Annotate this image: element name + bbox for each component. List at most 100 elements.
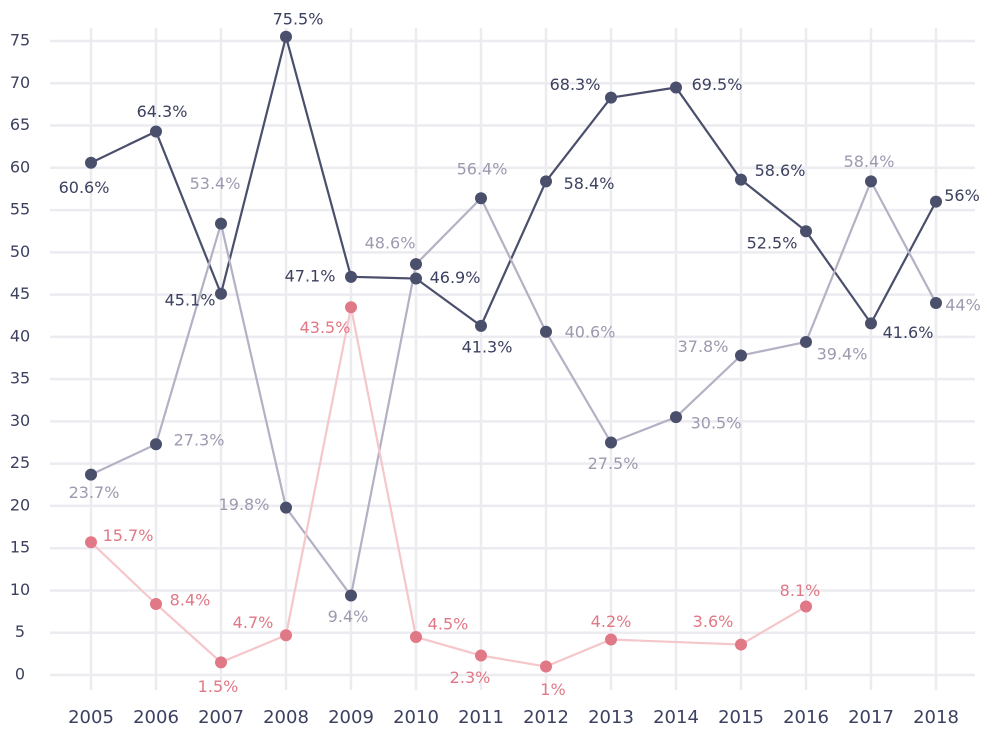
data-label: 48.6% bbox=[365, 234, 416, 253]
y-tick-label: 5 bbox=[15, 622, 25, 641]
data-label: 58.4% bbox=[564, 174, 615, 193]
marker bbox=[280, 30, 292, 43]
x-tick-label: 2006 bbox=[133, 707, 179, 728]
marker bbox=[345, 301, 357, 314]
marker bbox=[280, 501, 292, 514]
x-tick-label: 2018 bbox=[913, 707, 959, 728]
marker bbox=[150, 125, 162, 138]
data-label: 39.4% bbox=[817, 344, 868, 363]
x-tick-label: 2010 bbox=[393, 707, 439, 728]
marker bbox=[930, 195, 942, 208]
y-tick-label: 30 bbox=[10, 411, 30, 430]
data-label: 45.1% bbox=[165, 290, 216, 309]
marker bbox=[410, 630, 422, 643]
data-label: 75.5% bbox=[273, 9, 324, 28]
data-label: 37.8% bbox=[678, 337, 729, 356]
x-tick-label: 2011 bbox=[458, 707, 504, 728]
marker bbox=[800, 600, 812, 613]
x-tick-label: 2005 bbox=[68, 707, 114, 728]
marker bbox=[150, 597, 162, 610]
data-label: 1.5% bbox=[198, 677, 239, 696]
data-label: 4.7% bbox=[233, 613, 274, 632]
data-label: 30.5% bbox=[691, 414, 742, 433]
x-tick-label: 2014 bbox=[653, 707, 699, 728]
y-tick-label: 65 bbox=[10, 115, 30, 134]
marker bbox=[540, 660, 552, 673]
data-label: 52.5% bbox=[747, 234, 798, 253]
data-label: 4.2% bbox=[591, 612, 632, 631]
marker bbox=[540, 175, 552, 188]
data-label: 47.1% bbox=[285, 266, 336, 285]
marker bbox=[345, 589, 357, 602]
data-label: 2.3% bbox=[450, 668, 491, 687]
marker bbox=[865, 317, 877, 330]
marker bbox=[85, 156, 97, 169]
y-tick-label: 15 bbox=[10, 538, 30, 557]
data-label: 15.7% bbox=[103, 526, 154, 545]
data-label: 3.6% bbox=[693, 612, 734, 631]
x-tick-label: 2009 bbox=[328, 707, 374, 728]
marker bbox=[865, 175, 877, 188]
marker bbox=[215, 217, 227, 230]
data-label: 1% bbox=[540, 680, 565, 699]
marker bbox=[605, 91, 617, 104]
data-label: 68.3% bbox=[550, 75, 601, 94]
y-tick-label: 20 bbox=[10, 495, 30, 514]
marker bbox=[215, 287, 227, 300]
marker bbox=[150, 438, 162, 451]
marker bbox=[605, 436, 617, 449]
y-tick-label: 25 bbox=[10, 453, 30, 472]
marker bbox=[540, 325, 552, 338]
marker bbox=[605, 633, 617, 646]
marker bbox=[410, 272, 422, 285]
marker bbox=[475, 649, 487, 662]
x-tick-label: 2007 bbox=[198, 707, 244, 728]
x-tick-label: 2008 bbox=[263, 707, 309, 728]
data-label: 44% bbox=[945, 296, 981, 315]
y-tick-label: 35 bbox=[10, 369, 30, 388]
marker bbox=[85, 468, 97, 481]
marker bbox=[735, 173, 747, 186]
marker bbox=[670, 81, 682, 94]
data-label: 60.6% bbox=[59, 178, 110, 197]
data-label: 4.5% bbox=[428, 614, 469, 633]
data-label: 56.4% bbox=[457, 160, 508, 179]
data-label: 41.3% bbox=[462, 337, 513, 356]
data-label: 23.7% bbox=[69, 483, 120, 502]
marker bbox=[735, 638, 747, 651]
marker bbox=[930, 297, 942, 310]
series-line bbox=[90, 178, 937, 599]
marker bbox=[280, 629, 292, 642]
y-tick-label: 55 bbox=[10, 200, 30, 219]
data-label: 69.5% bbox=[692, 75, 743, 94]
data-label: 9.4% bbox=[328, 607, 369, 626]
x-tick-label: 2015 bbox=[718, 707, 764, 728]
marker bbox=[85, 536, 97, 549]
y-tick-label: 40 bbox=[10, 326, 30, 345]
series-line bbox=[90, 32, 937, 328]
marker bbox=[475, 192, 487, 205]
y-tick-label: 50 bbox=[10, 242, 30, 261]
y-tick-label: 0 bbox=[15, 665, 25, 684]
data-label: 58.4% bbox=[844, 152, 895, 171]
x-tick-label: 2013 bbox=[588, 707, 634, 728]
y-tick-label: 75 bbox=[10, 31, 30, 50]
marker bbox=[735, 349, 747, 362]
y-tick-label: 10 bbox=[10, 580, 30, 599]
marker bbox=[475, 319, 487, 332]
data-label: 56% bbox=[944, 186, 980, 205]
data-label: 40.6% bbox=[565, 322, 616, 341]
data-label: 58.6% bbox=[755, 161, 806, 180]
x-tick-label: 2016 bbox=[783, 707, 829, 728]
data-label: 27.3% bbox=[174, 431, 225, 450]
data-label: 27.5% bbox=[588, 454, 639, 473]
data-label: 53.4% bbox=[190, 174, 241, 193]
x-tick-label: 2017 bbox=[848, 707, 894, 728]
y-tick-label: 70 bbox=[10, 73, 30, 92]
marker bbox=[800, 335, 812, 348]
marker bbox=[670, 411, 682, 424]
data-label: 46.9% bbox=[430, 268, 481, 287]
data-label: 19.8% bbox=[219, 495, 270, 514]
